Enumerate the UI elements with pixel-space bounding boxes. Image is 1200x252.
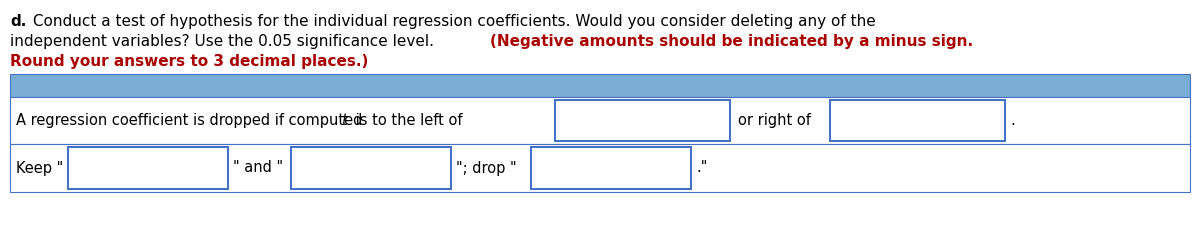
- Bar: [530, 147, 691, 189]
- Text: "; drop ": "; drop ": [456, 161, 517, 175]
- Text: t: t: [341, 113, 347, 128]
- Text: d.: d.: [10, 14, 26, 29]
- Text: Round your answers to 3 decimal places.): Round your answers to 3 decimal places.): [10, 54, 368, 69]
- Bar: [10, 144, 1190, 192]
- Text: .: .: [1010, 113, 1015, 128]
- Text: is to the left of: is to the left of: [352, 113, 462, 128]
- Text: Keep ": Keep ": [16, 161, 64, 175]
- Text: Conduct a test of hypothesis for the individual regression coefficients. Would y: Conduct a test of hypothesis for the ind…: [28, 14, 876, 29]
- Text: .": .": [696, 161, 707, 175]
- Text: " and ": " and ": [233, 161, 283, 175]
- Text: A regression coefficient is dropped if computed: A regression coefficient is dropped if c…: [16, 113, 367, 128]
- Bar: [68, 147, 228, 189]
- Bar: [10, 97, 1190, 144]
- Text: (Negative amounts should be indicated by a minus sign.: (Negative amounts should be indicated by…: [490, 34, 973, 49]
- Bar: [292, 147, 451, 189]
- Text: independent variables? Use the 0.05 significance level.: independent variables? Use the 0.05 sign…: [10, 34, 439, 49]
- Bar: [830, 100, 1006, 141]
- Bar: [10, 74, 1190, 97]
- Text: or right of: or right of: [738, 113, 811, 128]
- Bar: [554, 100, 730, 141]
